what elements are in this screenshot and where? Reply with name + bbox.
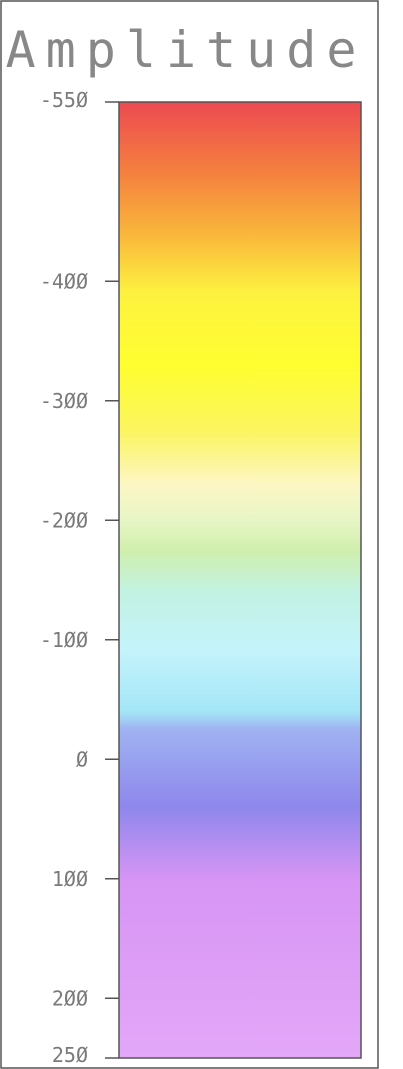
tick-label: 1ØØ	[52, 867, 88, 891]
tick-label: Ø	[76, 747, 88, 771]
tick-group: -55Ø -4ØØ -3ØØ -2ØØ -1ØØ Ø 1ØØ 2ØØ 25Ø	[40, 88, 119, 1067]
chart-title: Amplitude	[6, 21, 367, 79]
tick-label: -55Ø	[40, 88, 88, 112]
tick-label: -4ØØ	[40, 269, 88, 293]
tick-label: -3ØØ	[40, 389, 88, 413]
tick-label: -1ØØ	[40, 628, 88, 652]
color-bar	[118, 101, 362, 1059]
tick-label: -2ØØ	[40, 508, 88, 532]
tick-label: 25Ø	[52, 1043, 88, 1067]
tick-label: 2ØØ	[52, 986, 88, 1010]
